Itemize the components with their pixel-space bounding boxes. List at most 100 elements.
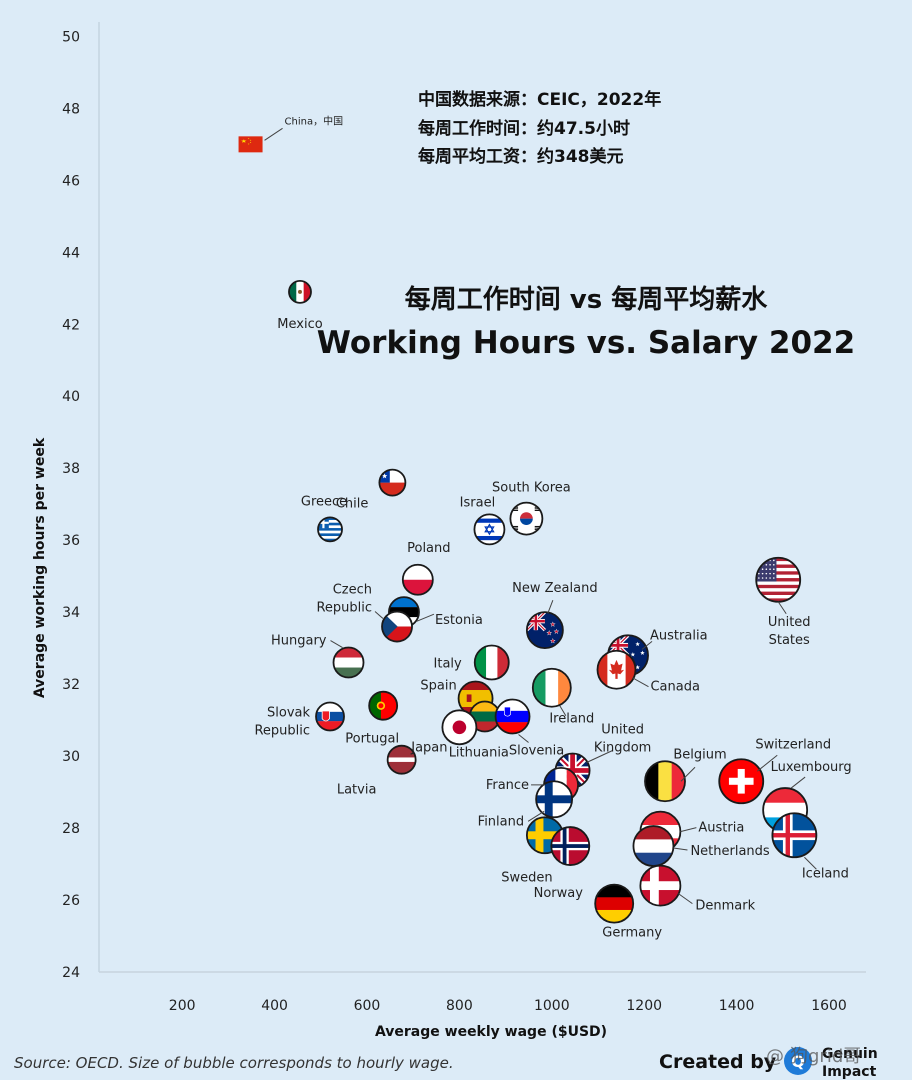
label-usa: United States: [768, 601, 811, 648]
watermark: @ 狗grid哥: [766, 1046, 861, 1067]
label-germany: Germany: [602, 926, 662, 941]
label-estonia: Estonia: [416, 613, 483, 628]
country-label: Chile: [336, 497, 369, 512]
country-label: Australia: [650, 628, 708, 643]
country-label: Luxembourg: [771, 760, 852, 775]
y-tick-label: 24: [62, 965, 80, 981]
country-label: Poland: [407, 541, 450, 556]
label-greece: Greece: [301, 494, 347, 509]
country-label: Estonia: [435, 613, 483, 628]
label-france: France: [486, 778, 546, 793]
country-label: Slovak Republic: [254, 706, 310, 739]
bubble-norway: [550, 826, 591, 866]
bubble-netherlands: [632, 825, 675, 867]
y-tick-label: 34: [62, 605, 80, 621]
bubble-canada: [596, 649, 637, 690]
bubble-portugal: [368, 690, 399, 721]
y-tick-label: 40: [62, 389, 80, 405]
country-label: Lithuania: [449, 746, 509, 761]
brand-name-line-2: Impact: [822, 1064, 877, 1080]
country-label: Hungary: [271, 634, 327, 649]
label-poland: Poland: [407, 541, 450, 556]
bubble-germany: [594, 883, 635, 924]
country-label: Iceland: [802, 866, 849, 881]
bubble-israel: [473, 513, 506, 546]
watermark-at-icon: @: [766, 1046, 784, 1067]
y-tick-label: 38: [62, 461, 80, 477]
bubble-slovenia: [494, 698, 531, 735]
brand-logo: Q Genuin Impact: [784, 1046, 878, 1080]
label-japan: Japan: [410, 740, 447, 755]
label-slovakia: Slovak Republic: [254, 706, 310, 739]
bubble-usa: [755, 556, 802, 603]
x-tick-label: 200: [169, 998, 196, 1014]
country-label: Japan: [410, 740, 447, 755]
country-label: Netherlands: [690, 844, 769, 859]
china-data-note: 中国数据来源：CEIC，2022年 每周工作时间：约47.5小时 每周平均工资：…: [418, 89, 661, 167]
bubble-finland: [535, 780, 574, 819]
created-by-text: Created by: [659, 1051, 777, 1073]
country-label: Ireland: [549, 712, 594, 727]
x-tick-label: 1200: [626, 998, 662, 1014]
brand-logo-icon: [784, 1047, 812, 1075]
bubble-czech: [381, 610, 413, 643]
country-label: France: [486, 778, 529, 793]
country-label: Slovenia: [509, 744, 564, 759]
china-note-line-2: 每周工作时间：约47.5小时: [418, 118, 630, 139]
bubble-greece: [317, 516, 343, 543]
x-tick-label: 1600: [811, 998, 847, 1014]
bubble-italy: [473, 644, 510, 681]
bubble-china: [238, 136, 263, 153]
bubble-chile: [378, 468, 407, 497]
country-label: Finland: [478, 814, 524, 829]
label-slovenia: Slovenia: [509, 734, 564, 759]
y-tick-label: 48: [62, 101, 80, 117]
watermark-text: 狗grid哥: [790, 1046, 861, 1067]
label-portugal: Portugal: [345, 732, 399, 747]
country-label: New Zealand: [512, 581, 597, 596]
brand-name-line-1: Genuin: [822, 1046, 878, 1062]
country-label: Portugal: [345, 732, 399, 747]
x-tick-labels: 200 400 600 800 1000 1200 1400 1600: [169, 998, 847, 1014]
label-austria: Austria: [680, 821, 744, 836]
bubble-poland: [401, 563, 434, 596]
label-denmark: Denmark: [678, 893, 756, 914]
bubble-slovakia: [315, 701, 345, 732]
label-spain: Spain: [420, 679, 456, 694]
source-note: Source: OECD. Size of bubble corresponds…: [14, 1054, 454, 1072]
country-label: Switzerland: [755, 737, 831, 752]
country-label: Belgium: [673, 747, 726, 762]
country-label: Greece: [301, 494, 347, 509]
x-axis-title: Average weekly wage ($USD): [375, 1024, 607, 1040]
label-sweden: Sweden: [501, 870, 552, 885]
label-norway: Norway: [534, 886, 584, 901]
bubble-iceland: [771, 812, 818, 859]
bubble-hungary: [332, 646, 365, 679]
bubble-belgium: [644, 760, 686, 803]
bubble-mexico: [288, 279, 312, 304]
label-belgium: Belgium: [673, 747, 727, 782]
label-netherlands: Netherlands: [673, 844, 770, 859]
country-label: China，中国: [285, 114, 344, 127]
country-label: Spain: [420, 679, 456, 694]
y-tick-label: 36: [62, 533, 80, 549]
label-south-korea: South Korea: [492, 481, 571, 496]
country-label: Mexico: [277, 317, 322, 332]
label-latvia: Latvia: [337, 783, 377, 798]
china-note-line-1: 中国数据来源：CEIC，2022年: [418, 89, 661, 110]
label-hungary: Hungary: [271, 634, 343, 649]
label-uk: United Kingdom: [586, 722, 651, 763]
bubble-switzerland: [718, 758, 765, 805]
label-lithuania: Lithuania: [449, 746, 509, 761]
bubble-latvia: [386, 744, 417, 775]
country-label: Latvia: [337, 783, 377, 798]
country-label: Norway: [534, 886, 584, 901]
label-mexico: Mexico: [277, 317, 322, 332]
label-italy: Italy: [434, 657, 463, 672]
y-tick-label: 30: [62, 749, 80, 765]
x-tick-label: 600: [354, 998, 381, 1014]
country-label: South Korea: [492, 481, 571, 496]
y-tick-label: 26: [62, 893, 80, 909]
